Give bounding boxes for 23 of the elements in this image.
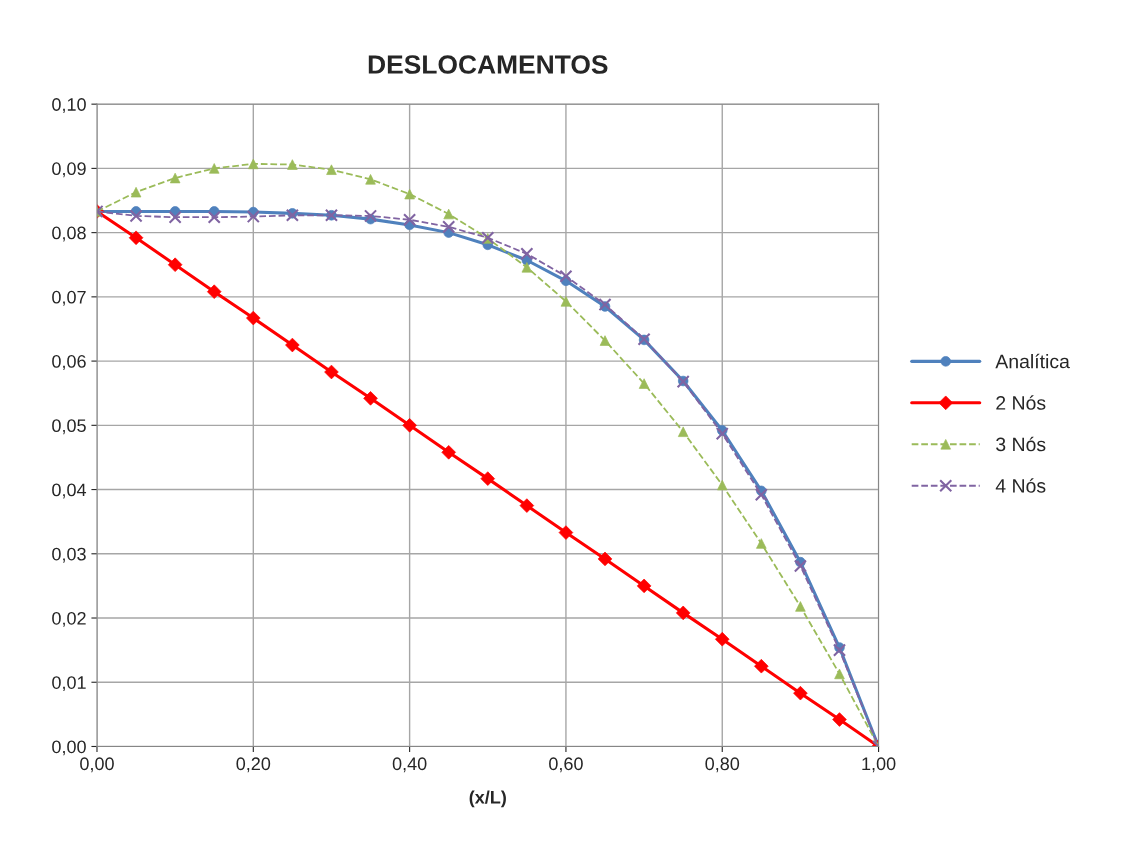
legend-label: 4 Nós [995,478,1046,493]
x-tick-label: 0,20 [236,757,271,773]
legend-label: 2 Nós [996,395,1046,410]
x-tick-label: 0,00 [80,757,114,773]
y-tick-label: 0,08 [52,226,86,242]
y-tick-label: 0,01 [52,676,86,692]
y-tick-label: 0,03 [52,547,86,563]
y-tick-label: 0,07 [52,290,86,306]
y-tick-label: 0,02 [52,611,86,627]
y-tick-label: 0,04 [52,483,87,499]
y-tick-label: 0,06 [52,355,86,370]
x-tick-label: 0,80 [705,757,740,773]
chart-title: DESLOCAMENTOS [368,55,608,74]
legend-label: Analítica [995,353,1070,369]
x-tick-label: 0,60 [549,757,583,773]
legend-label: 3 Nós [996,436,1046,452]
x-axis-title: (x/L) [469,790,506,808]
y-tick-label: 0,10 [52,98,86,114]
y-tick-label: 0,09 [52,162,86,178]
x-tick-label: 1,00 [862,757,896,773]
y-tick-label: 0,05 [52,419,86,435]
y-tick-label: 0,00 [52,740,86,756]
x-tick-label: 0,40 [392,757,427,773]
